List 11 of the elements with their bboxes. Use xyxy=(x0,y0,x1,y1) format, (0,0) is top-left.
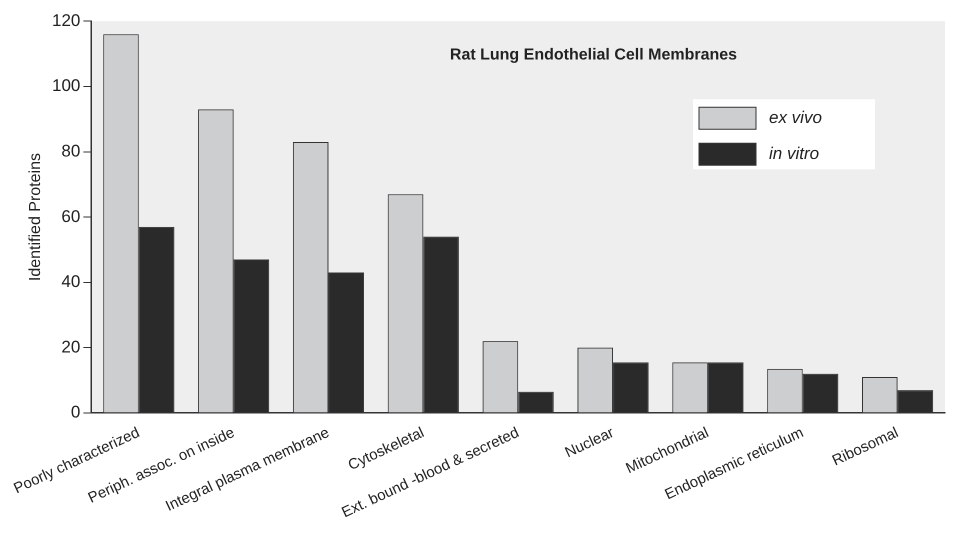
legend-label: ex vivo xyxy=(769,108,822,127)
y-tick-label: 100 xyxy=(52,76,80,96)
y-tick-label: 120 xyxy=(52,10,80,30)
y-tick-label: 0 xyxy=(70,402,80,422)
y-axis-title: Identified Proteins xyxy=(26,153,44,282)
legend-label: in vitro xyxy=(769,144,820,163)
text: Rat Lung Endothelial Cell Membranes xyxy=(450,46,738,64)
y-tick-label: 80 xyxy=(61,141,80,160)
y-tick-label: 40 xyxy=(61,272,80,292)
y-tick-label: 60 xyxy=(61,206,80,226)
y-tick-label: 20 xyxy=(61,337,80,356)
